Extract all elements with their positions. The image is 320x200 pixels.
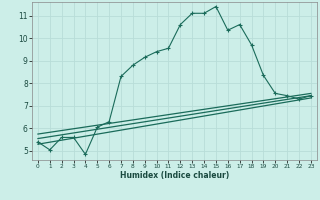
X-axis label: Humidex (Indice chaleur): Humidex (Indice chaleur) [120, 171, 229, 180]
